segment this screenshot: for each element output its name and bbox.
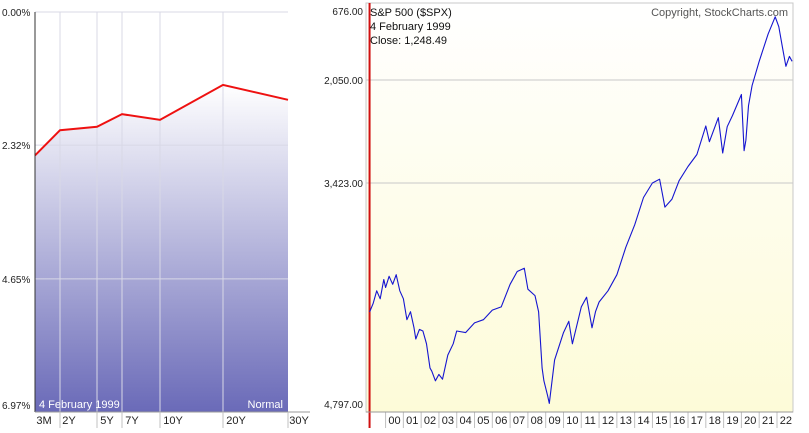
price-chart-x-tick-label: 06: [495, 415, 507, 427]
price-chart-x-tick-label: 07: [513, 415, 525, 427]
yield-curve-x-tick-label: 2Y: [62, 415, 76, 427]
yield-curve-area: [35, 84, 288, 412]
price-chart-title: S&P 500 ($SPX): [370, 7, 452, 19]
price-chart-x-tick-label: 12: [602, 415, 614, 427]
price-chart-y-tick-label: 4,797.00: [324, 400, 363, 411]
yield-curve-y-tick-label: 4.65%: [2, 275, 30, 286]
yield-curve-y-tick-label: 0.00%: [2, 8, 30, 19]
price-chart-x-tick-label: 02: [424, 415, 436, 427]
yield-curve-x-tick-label: 20Y: [226, 415, 246, 427]
yield-curve-panel: 6.97% 4.65% 2.32% 0.00% 3M 2Y 5Y 7Y 10Y 20Y 30Y 4…: [2, 8, 310, 428]
price-chart-x-tick-label: 11: [584, 415, 595, 427]
price-chart-x-tick-label: 22: [780, 415, 792, 427]
price-chart-y-tick-label: 676.00: [332, 7, 363, 18]
price-chart-y-tick-label: 3,423.00: [324, 179, 363, 190]
price-chart-y-tick-label: 2,050.00: [324, 76, 363, 87]
price-chart-x-tick-label: 17: [691, 415, 703, 427]
yield-curve-grid: [35, 11, 288, 413]
price-chart-x-tick-label: 20: [744, 415, 756, 427]
price-chart-x-tick-label: 00: [388, 415, 400, 427]
price-chart-x-tick-label: 13: [620, 415, 632, 427]
yield-curve-shape-label: Normal: [248, 399, 283, 411]
yield-curve-x-ticks: 3M 2Y 5Y 7Y 10Y 20Y 30Y: [36, 412, 309, 428]
price-chart-x-tick-label: 14: [637, 415, 649, 427]
price-chart-x-tick-label: 19: [726, 415, 738, 427]
price-chart-x-ticks: 00 01 02 03 04 05 06 07 08 09 10 11 12 13 14 15 16 17 18 19…: [385, 412, 792, 428]
price-chart-x-tick-label: 21: [762, 415, 774, 427]
price-chart-x-tick-label: 04: [460, 415, 472, 427]
price-chart-x-tick-label: 08: [531, 415, 543, 427]
price-chart-x-tick-label: 09: [548, 415, 560, 427]
price-chart-x-tick-label: 15: [655, 415, 667, 427]
yield-curve-y-tick-label: 2.32%: [2, 141, 30, 152]
price-series-line: [369, 16, 793, 404]
price-chart-x-tick-label: 18: [709, 415, 721, 427]
price-chart-y-ticks: 4,797.00 3,423.00 2,050.00 676.00: [324, 7, 363, 411]
yield-curve-x-tick-label: 3M: [36, 415, 51, 427]
price-chart-x-tick-label: 10: [566, 415, 578, 427]
price-chart-x-tick-label: 01: [406, 415, 418, 427]
yield-curve-line: [34, 83, 289, 157]
price-chart-x-tick-label: 05: [477, 415, 489, 427]
yield-curve-y-tick-label: 6.97%: [2, 401, 30, 412]
price-chart-grid: [366, 79, 793, 184]
yield-curve-y-ticks: 6.97% 4.65% 2.32% 0.00%: [2, 8, 30, 412]
yield-curve-x-tick-label: 7Y: [125, 415, 139, 427]
price-chart-date-label: 4 February 1999: [370, 21, 451, 33]
yield-curve-x-tick-label: 10Y: [163, 415, 183, 427]
price-chart-close-label: Close: 1,248.49: [370, 35, 447, 47]
yield-curve-date-label: 4 February 1999: [39, 399, 120, 411]
copyright-text: Copyright, StockCharts.com: [651, 7, 788, 19]
price-chart-x-tick-label: 16: [673, 415, 685, 427]
yield-curve-x-tick-label: 5Y: [100, 415, 114, 427]
price-chart-x-tick-label: 03: [442, 415, 454, 427]
yield-curve-x-tick-label: 30Y: [289, 415, 309, 427]
price-chart-plot-background: [365, 2, 794, 413]
